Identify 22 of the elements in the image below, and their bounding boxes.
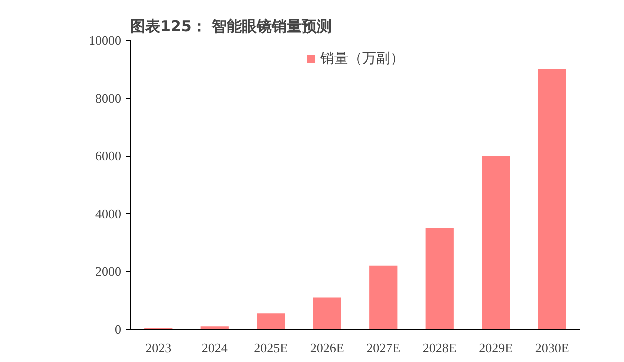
bar: [482, 156, 510, 330]
chart-title: 图表125： 智能眼镜销量预测: [130, 18, 332, 36]
x-tick-label: 2024: [202, 340, 228, 356]
x-tick-label: 2027E: [366, 340, 401, 356]
y-tick-label: 8000: [96, 90, 122, 106]
y-tick-label: 2000: [96, 264, 122, 280]
x-tick-label: 2025E: [254, 340, 288, 356]
bar: [257, 314, 286, 330]
x-tick-label: 2029E: [479, 340, 514, 356]
x-tick-label: 2026E: [310, 340, 344, 356]
bar: [313, 298, 342, 330]
y-tick-label: 6000: [96, 148, 122, 164]
x-tick-label: 2023: [146, 340, 172, 356]
y-tick-label: 4000: [96, 206, 122, 222]
bar: [370, 266, 398, 330]
x-tick-label: 2030E: [535, 340, 570, 356]
legend-label: 销量（万副）: [320, 50, 404, 68]
y-tick-label: 0: [115, 322, 122, 337]
bar: [426, 228, 454, 330]
y-tick-label: 10000: [89, 33, 122, 48]
x-tick-label: 2028E: [422, 340, 457, 356]
bar: [538, 69, 566, 330]
